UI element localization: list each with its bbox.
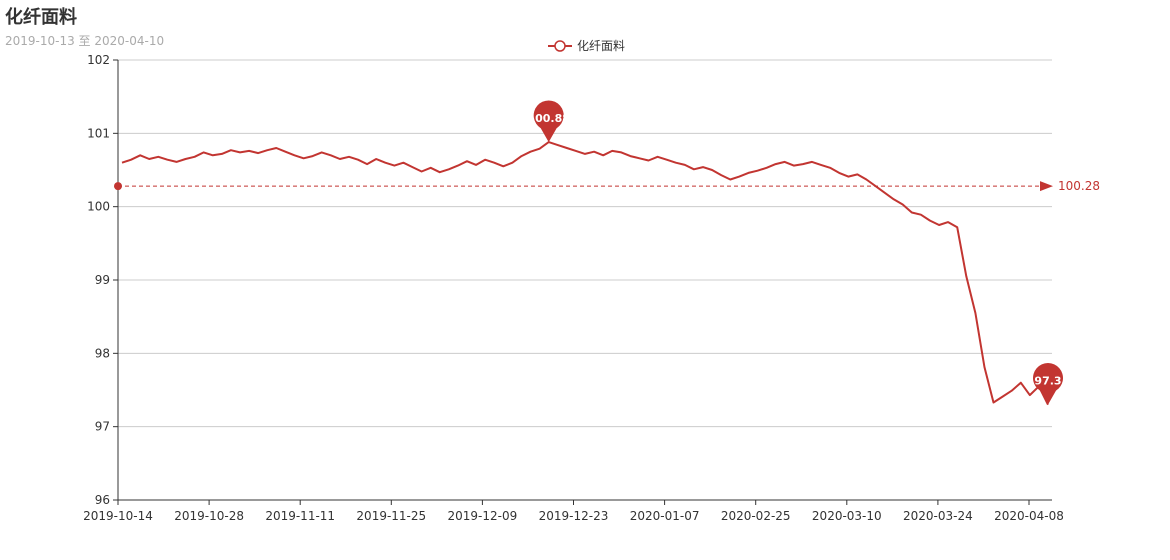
x-tick-label: 2020-01-07 [630, 509, 700, 523]
x-tick-label: 2019-12-23 [539, 509, 609, 523]
x-tick-label: 2019-11-11 [265, 509, 335, 523]
x-tick-label: 2019-10-28 [174, 509, 244, 523]
y-tick-label: 97 [95, 420, 110, 434]
chart-subtitle: 2019-10-13 至 2020-04-10 [5, 34, 165, 48]
x-tick-label: 2020-03-10 [812, 509, 882, 523]
series-line [121, 141, 1049, 406]
y-tick-label: 99 [95, 273, 110, 287]
legend-symbol [554, 40, 566, 52]
legend-label: 化纤面料 [577, 39, 625, 53]
last-pin-label: 97.3 [1034, 375, 1061, 388]
y-tick-label: 96 [95, 493, 110, 507]
y-tick-label: 98 [95, 346, 110, 360]
average-label: 100.28 [1058, 179, 1100, 193]
x-tick-label: 2020-02-25 [721, 509, 791, 523]
x-tick-label: 2020-03-24 [903, 509, 973, 523]
y-tick-label: 101 [87, 126, 110, 140]
max-pin-label: 100.88 [527, 112, 569, 125]
x-tick-label: 2020-04-08 [994, 509, 1064, 523]
x-tick-label: 2019-11-25 [356, 509, 426, 523]
last-pin [1033, 362, 1063, 405]
x-tick-label: 2019-12-09 [448, 509, 518, 523]
x-tick-label: 2019-10-14 [83, 509, 153, 523]
chart-title: 化纤面料 [5, 7, 77, 28]
y-tick-label: 102 [87, 53, 110, 67]
max-pin [533, 100, 564, 143]
average-arrow [1040, 181, 1053, 192]
y-tick-label: 100 [87, 200, 110, 214]
